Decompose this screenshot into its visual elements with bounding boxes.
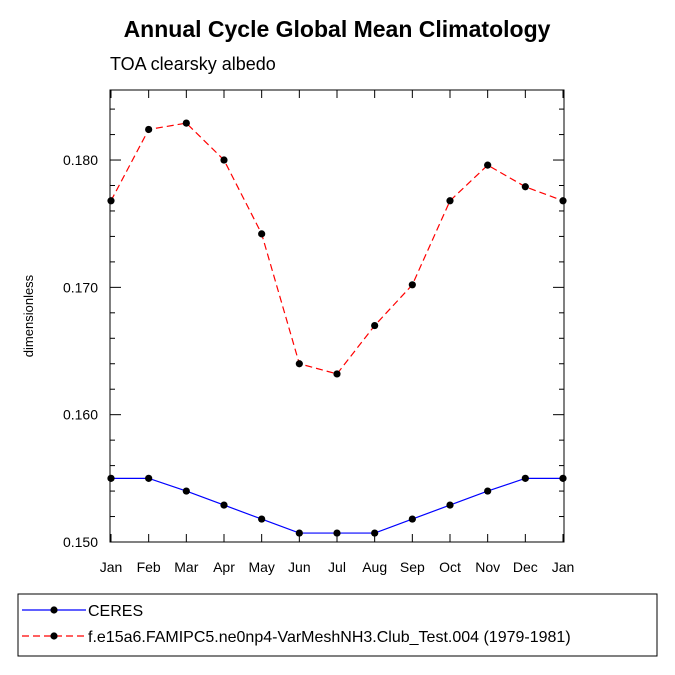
- data-point: [107, 197, 115, 205]
- axis-ticks: Jan Feb Mar Apr May Jun Jul Aug Sep Oct Nov Dec Jan0…: [63, 90, 574, 575]
- data-point: [371, 529, 379, 537]
- data-point: [371, 321, 379, 330]
- data-point: [446, 197, 454, 205]
- y-tick-label: 0.160: [63, 407, 98, 423]
- legend-label: CERES: [88, 603, 143, 620]
- x-tick-label: Oct: [439, 559, 461, 575]
- plot-frame: [109, 89, 565, 543]
- legend: CERES f.e15a6.FAMIPC5.ne0np4-VarMeshNH3.C…: [17, 593, 658, 657]
- x-tick-label: Jun: [288, 559, 311, 575]
- x-tick-label: Feb: [137, 559, 161, 575]
- series-layer: [107, 119, 567, 537]
- x-tick-label: May: [248, 559, 274, 575]
- data-point: [220, 156, 228, 164]
- x-tick-label: Dec: [513, 559, 538, 575]
- x-tick-label: Apr: [213, 559, 235, 575]
- data-point: [408, 515, 416, 523]
- y-axis-label: dimensionless: [21, 274, 36, 357]
- x-tick-label: Nov: [475, 559, 500, 575]
- data-point: [521, 474, 529, 482]
- y-tick-label: 0.170: [63, 279, 98, 295]
- legend-label: f.e15a6.FAMIPC5.ne0np4-VarMeshNH3.Club_T…: [88, 629, 571, 646]
- legend-box: [17, 593, 658, 657]
- data-point: [446, 501, 454, 509]
- data-point: [258, 230, 266, 238]
- chart-subtitle: TOA clearsky albedo: [110, 54, 276, 74]
- series-line-2: [110, 122, 564, 375]
- data-point: [559, 197, 567, 205]
- data-point: [295, 529, 303, 537]
- data-point: [333, 370, 341, 378]
- x-tick-label: Aug: [362, 559, 387, 575]
- x-tick-label: Mar: [174, 559, 198, 575]
- data-point: [220, 501, 228, 509]
- x-tick-label: Jul: [328, 559, 346, 575]
- series-line-1: [111, 477, 563, 534]
- chart-title: Annual Cycle Global Mean Climatology: [124, 16, 551, 42]
- y-tick-label: 0.150: [63, 534, 98, 550]
- data-point: [258, 515, 266, 523]
- data-point: [484, 161, 492, 169]
- legend-marker: [50, 606, 58, 614]
- data-point: [295, 360, 303, 368]
- data-point: [107, 474, 115, 482]
- x-tick-label: Jan: [100, 559, 123, 575]
- y-tick-label: 0.180: [63, 152, 98, 168]
- data-point: [408, 281, 416, 289]
- data-point: [145, 125, 153, 134]
- data-point: [521, 183, 529, 191]
- legend-marker: [50, 632, 58, 640]
- data-point: [333, 529, 341, 537]
- data-point: [484, 487, 492, 495]
- data-point: [145, 474, 153, 482]
- data-point: [559, 474, 567, 482]
- x-tick-label: Sep: [400, 559, 425, 575]
- data-point: [182, 487, 190, 495]
- x-tick-label: Jan: [552, 559, 575, 575]
- data-point: [182, 119, 190, 127]
